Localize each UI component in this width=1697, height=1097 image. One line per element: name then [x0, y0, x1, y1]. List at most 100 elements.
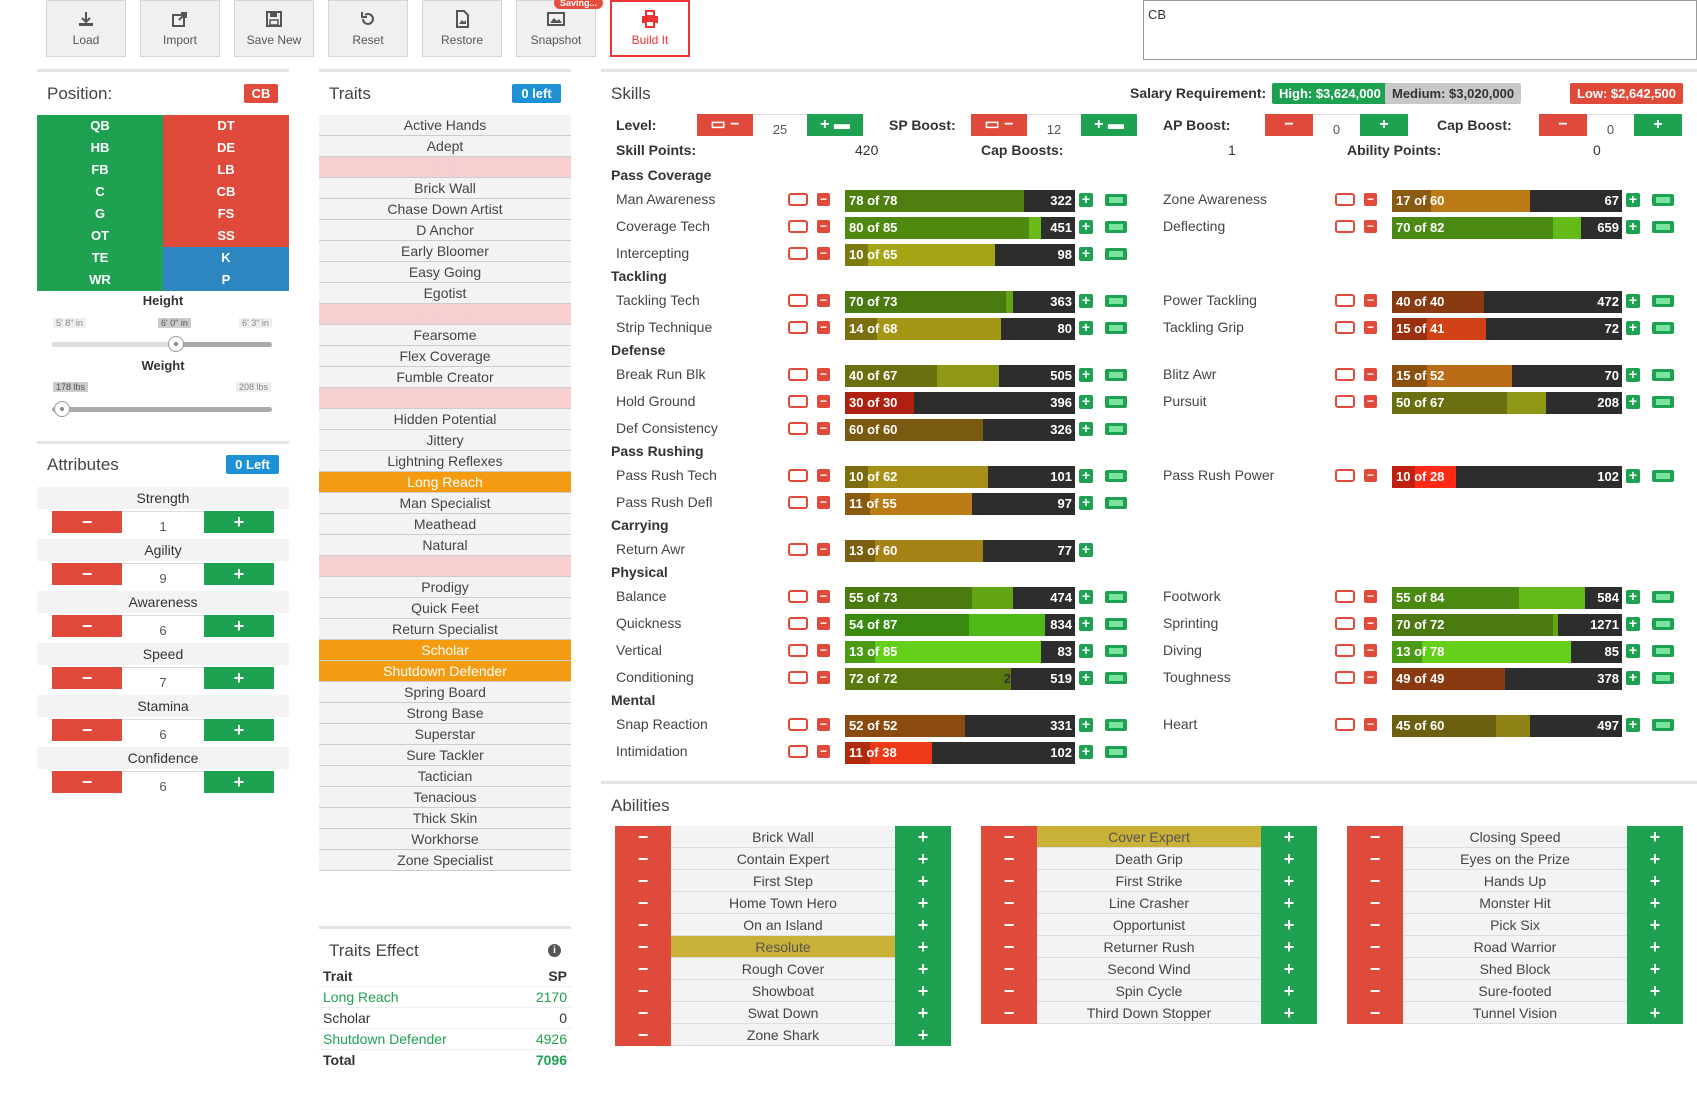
ability-add-button[interactable]: +	[895, 958, 951, 980]
skill-max-icon[interactable]	[1652, 470, 1674, 482]
ability-name[interactable]: Returner Rush	[1037, 936, 1261, 958]
skill-reset-icon[interactable]	[788, 671, 808, 684]
ability-name[interactable]: Second Wind	[1037, 958, 1261, 980]
ability-remove-button[interactable]: −	[615, 848, 671, 870]
skill-decrease-button[interactable]: −	[817, 617, 830, 630]
skill-decrease-button[interactable]: −	[1364, 671, 1377, 684]
skill-increase-button[interactable]: +	[1079, 744, 1093, 759]
skill-max-icon[interactable]	[1652, 672, 1674, 684]
ability-remove-button[interactable]: −	[1347, 1002, 1403, 1024]
position-wr[interactable]: WR	[37, 269, 163, 291]
skill-decrease-button[interactable]: −	[817, 469, 830, 482]
ability-add-button[interactable]: +	[1627, 980, 1683, 1002]
skill-increase-button[interactable]: +	[1626, 219, 1640, 234]
trait-item[interactable]: Early Bloomer	[319, 241, 571, 262]
ability-remove-button[interactable]: −	[981, 914, 1037, 936]
ability-add-button[interactable]: +	[1261, 892, 1317, 914]
weight-slider-track[interactable]	[52, 407, 272, 412]
skill-decrease-button[interactable]: −	[1364, 590, 1377, 603]
skill-max-icon[interactable]	[1652, 719, 1674, 731]
skill-reset-icon[interactable]	[1335, 294, 1355, 307]
attribute-value[interactable]: 6	[122, 719, 204, 742]
skill-reset-icon[interactable]	[1335, 644, 1355, 657]
skill-increase-button[interactable]: +	[1626, 616, 1640, 631]
skill-reset-icon[interactable]	[788, 745, 808, 758]
attribute-value[interactable]: 1	[122, 511, 204, 534]
ability-add-button[interactable]: +	[895, 848, 951, 870]
ability-name[interactable]: Opportunist	[1037, 914, 1261, 936]
ability-name[interactable]: Hands Up	[1403, 870, 1627, 892]
attribute-decrease-button[interactable]: −	[52, 563, 122, 585]
skill-reset-icon[interactable]	[788, 247, 808, 260]
ability-name[interactable]: Closing Speed	[1403, 826, 1627, 848]
ability-name[interactable]: Eyes on the Prize	[1403, 848, 1627, 870]
skill-max-icon[interactable]	[1652, 221, 1674, 233]
position-c[interactable]: C	[37, 181, 163, 203]
ability-remove-button[interactable]: −	[615, 936, 671, 958]
skill-decrease-button[interactable]: −	[1364, 395, 1377, 408]
skill-max-icon[interactable]	[1652, 645, 1674, 657]
skill-decrease-button[interactable]: −	[817, 247, 830, 260]
ability-remove-button[interactable]: −	[981, 958, 1037, 980]
snapshot-button[interactable]: Saving... Snapshot	[516, 0, 603, 57]
ability-add-button[interactable]: +	[1261, 870, 1317, 892]
position-k[interactable]: K	[163, 247, 289, 269]
skill-reset-icon[interactable]	[1335, 617, 1355, 630]
trait-item[interactable]: Flex Coverage	[319, 346, 571, 367]
ability-add-button[interactable]: +	[895, 1024, 951, 1046]
save-new-button[interactable]: Save New	[234, 0, 314, 57]
trait-item[interactable]: Hidden Potential	[319, 409, 571, 430]
skill-max-icon[interactable]	[1105, 248, 1127, 260]
ability-remove-button[interactable]: −	[981, 826, 1037, 848]
ability-name[interactable]: Road Warrior	[1403, 936, 1627, 958]
ability-name[interactable]: Shed Block	[1403, 958, 1627, 980]
skill-increase-button[interactable]: +	[1079, 542, 1093, 557]
position-dt[interactable]: DT	[163, 115, 289, 137]
skill-decrease-button[interactable]: −	[1364, 321, 1377, 334]
position-de[interactable]: DE	[163, 137, 289, 159]
sp-boost-increase-button[interactable]: + ▬	[1081, 114, 1137, 136]
ap-boost-increase-button[interactable]: +	[1360, 114, 1408, 136]
skill-decrease-button[interactable]: −	[817, 671, 830, 684]
skill-increase-button[interactable]: +	[1626, 192, 1640, 207]
height-slider-thumb[interactable]	[168, 336, 184, 352]
trait-item[interactable]: Sure Tackler	[319, 745, 571, 766]
position-hb[interactable]: HB	[37, 137, 163, 159]
skill-increase-button[interactable]: +	[1079, 670, 1093, 685]
level-decrease-button[interactable]: ▭ −	[697, 114, 753, 136]
ability-add-button[interactable]: +	[895, 980, 951, 1002]
ability-remove-button[interactable]: −	[981, 1002, 1037, 1024]
skill-max-icon[interactable]	[1652, 618, 1674, 630]
ability-remove-button[interactable]: −	[981, 870, 1037, 892]
ability-add-button[interactable]: +	[1261, 848, 1317, 870]
skill-reset-icon[interactable]	[788, 543, 808, 556]
attribute-increase-button[interactable]: +	[204, 511, 274, 533]
skill-increase-button[interactable]: +	[1626, 643, 1640, 658]
skill-increase-button[interactable]: +	[1626, 670, 1640, 685]
ability-add-button[interactable]: +	[895, 914, 951, 936]
skill-increase-button[interactable]: +	[1079, 394, 1093, 409]
sp-boost-decrease-button[interactable]: ▭ −	[971, 114, 1027, 136]
skill-increase-button[interactable]: +	[1079, 589, 1093, 604]
reset-button[interactable]: Reset	[328, 0, 408, 57]
skill-increase-button[interactable]: +	[1079, 320, 1093, 335]
skill-reset-icon[interactable]	[788, 422, 808, 435]
position-fb[interactable]: FB	[37, 159, 163, 181]
skill-max-icon[interactable]	[1105, 423, 1127, 435]
ability-add-button[interactable]: +	[1261, 826, 1317, 848]
trait-item[interactable]: Meathead	[319, 514, 571, 535]
ability-add-button[interactable]: +	[1261, 1002, 1317, 1024]
trait-item[interactable]: Adept	[319, 136, 571, 157]
skill-increase-button[interactable]: +	[1626, 293, 1640, 308]
ability-name[interactable]: Brick Wall	[671, 826, 895, 848]
skill-max-icon[interactable]	[1105, 470, 1127, 482]
cap-boost-increase-button[interactable]: +	[1634, 114, 1682, 136]
ability-name[interactable]: Third Down Stopper	[1037, 1002, 1261, 1024]
skill-max-icon[interactable]	[1652, 369, 1674, 381]
attribute-increase-button[interactable]: +	[204, 563, 274, 585]
ability-add-button[interactable]: +	[1627, 826, 1683, 848]
ability-add-button[interactable]: +	[895, 892, 951, 914]
skill-max-icon[interactable]	[1105, 396, 1127, 408]
skill-max-icon[interactable]	[1652, 322, 1674, 334]
ability-remove-button[interactable]: −	[1347, 892, 1403, 914]
